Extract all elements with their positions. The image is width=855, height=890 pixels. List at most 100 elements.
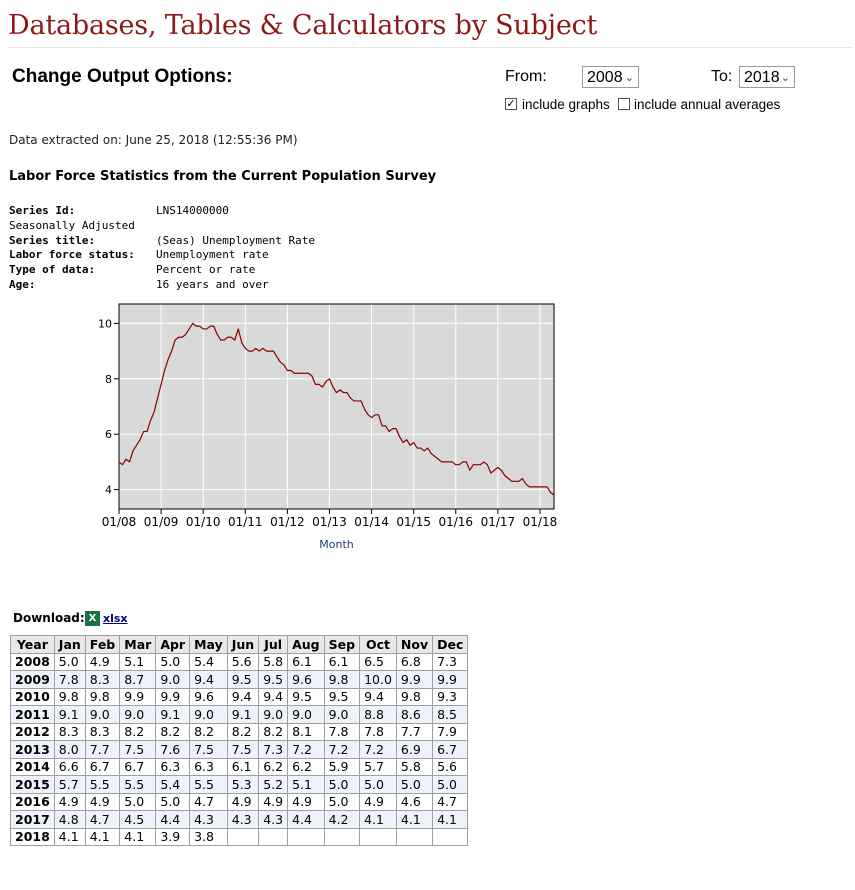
table-cell: 9.4 xyxy=(359,687,397,706)
from-year-select[interactable]: 2008 ⌄ xyxy=(582,66,639,88)
table-cell: 9.8 xyxy=(395,687,434,706)
table-cell: 5.0 xyxy=(359,775,397,794)
include-graphs-label: include graphs xyxy=(522,97,610,112)
table-cell: 8.2 xyxy=(155,722,191,741)
table-cell: 4.9 xyxy=(84,792,121,811)
table-row: 2012 8.3 8.3 8.2 8.2 8.2 8.2 8.2 8.1 7.8 7.8 7.7 7.9 xyxy=(10,722,469,741)
table-cell: 8.0 xyxy=(53,740,86,759)
table-cell: 7.2 xyxy=(287,740,325,759)
excel-icon[interactable]: X xyxy=(85,611,100,626)
year-cell: 2011 xyxy=(10,705,55,724)
table-row: 2016 4.9 4.9 5.0 5.0 4.7 4.9 4.9 4.9 5.0 4.9 4.6 4.7 xyxy=(10,792,469,811)
plot-border xyxy=(118,303,555,510)
column-header-aug: Aug xyxy=(287,635,325,654)
x-tick-label: 01/18 xyxy=(523,515,558,529)
table-cell: 5.0 xyxy=(155,652,191,671)
table-row: 2009 7.8 8.3 8.7 9.0 9.4 9.5 9.5 9.6 9.8 10.0 9.9 9.… xyxy=(10,670,469,689)
table-row: 2015 5.7 5.5 5.5 5.4 5.5 5.3 5.2 5.1 5.0 5.0 5.0 5.0 xyxy=(10,775,469,794)
table-cell: 9.4 xyxy=(226,687,260,706)
table-cell: 8.2 xyxy=(258,722,289,741)
chart-lines xyxy=(118,322,555,496)
to-year-value: 2018 xyxy=(744,69,780,86)
table-cell: 6.2 xyxy=(287,757,325,776)
include-graphs-checkbox[interactable]: ✓ xyxy=(505,97,517,110)
table-cell: 7.7 xyxy=(395,722,434,741)
chevron-down-icon: ⌄ xyxy=(624,72,634,84)
x-tick-label: 01/16 xyxy=(438,515,473,529)
table-header-row: Year Jan Feb Mar Apr May Jun Jul Aug Sep Oct Nov Dec xyxy=(10,635,469,654)
table-cell: 6.1 xyxy=(287,652,325,671)
plot-area xyxy=(119,304,554,509)
year-cell: 2015 xyxy=(10,775,55,794)
include-annual-averages-label: include annual averages xyxy=(634,97,781,112)
table-cell: 4.1 xyxy=(395,810,434,829)
table-cell: 4.1 xyxy=(359,810,397,829)
table-cell: 4.3 xyxy=(226,810,260,829)
table-cell: 8.3 xyxy=(84,670,121,689)
table-cell: 4.3 xyxy=(258,810,289,829)
column-header-sep: Sep xyxy=(323,635,361,654)
table-row: 2013 8.0 7.7 7.5 7.6 7.5 7.5 7.3 7.2 7.2 7.2 6.9 6.7 xyxy=(10,740,469,759)
table-cell: 5.1 xyxy=(119,652,157,671)
table-cell: 9.8 xyxy=(84,687,121,706)
column-header-oct: Oct xyxy=(359,635,397,654)
table-cell: 7.2 xyxy=(359,740,397,759)
xlsx-download-link[interactable]: xlsx xyxy=(103,612,128,625)
table-cell: 10.0 xyxy=(359,670,397,689)
table-cell: 5.5 xyxy=(84,775,121,794)
table-cell: 4.1 xyxy=(119,827,157,846)
table-cell: 4.4 xyxy=(287,810,325,829)
table-cell: 5.0 xyxy=(432,775,469,794)
table-cell: 6.7 xyxy=(432,740,469,759)
table-cell: 7.8 xyxy=(359,722,397,741)
table-cell: 5.0 xyxy=(323,775,361,794)
table-cell: 9.1 xyxy=(226,705,260,724)
labor-force-status-value: Unemployment rate xyxy=(156,248,269,262)
table-cell: 7.3 xyxy=(432,652,469,671)
table-cell: 6.7 xyxy=(119,757,157,776)
x-tick-label: 01/09 xyxy=(144,515,179,529)
type-of-data-value: Percent or rate xyxy=(156,263,256,277)
table-cell: 9.6 xyxy=(189,687,228,706)
column-header-feb: Feb xyxy=(84,635,121,654)
year-cell: 2008 xyxy=(10,652,55,671)
table-cell: 7.7 xyxy=(84,740,121,759)
y-tick-label: 10 xyxy=(98,317,112,330)
table-cell: 5.5 xyxy=(119,775,157,794)
table-cell: 9.0 xyxy=(119,705,157,724)
table-cell: 4.3 xyxy=(189,810,228,829)
table-cell: 5.8 xyxy=(395,757,434,776)
chart-grid xyxy=(119,304,554,509)
year-cell: 2018 xyxy=(10,827,55,846)
survey-title: Labor Force Statistics from the Current … xyxy=(9,169,437,184)
age-value: 16 years and over xyxy=(156,277,269,291)
column-header-year: Year xyxy=(10,635,55,654)
table-cell: 9.0 xyxy=(287,705,325,724)
x-tick-label: 01/14 xyxy=(354,515,389,529)
to-year-select[interactable]: 2018 ⌄ xyxy=(739,66,795,88)
x-tick-label: 01/10 xyxy=(186,515,221,529)
table-cell: 8.3 xyxy=(53,722,86,741)
chevron-down-icon: ⌄ xyxy=(780,72,790,84)
include-annual-averages-checkbox[interactable] xyxy=(618,98,630,110)
table-cell: 9.8 xyxy=(53,687,86,706)
unemployment-rate-line xyxy=(118,322,555,496)
table-cell: 5.0 xyxy=(155,792,191,811)
table-cell: 6.6 xyxy=(53,757,86,776)
table-cell: 8.1 xyxy=(287,722,325,741)
table-cell: 6.9 xyxy=(395,740,434,759)
table-cell: 9.9 xyxy=(395,670,434,689)
x-tick-label: 01/15 xyxy=(396,515,431,529)
table-cell: 4.7 xyxy=(432,792,469,811)
table-cell xyxy=(395,827,434,846)
table-cell: 9.0 xyxy=(258,705,289,724)
table-cell: 8.2 xyxy=(119,722,157,741)
table-cell: 5.5 xyxy=(189,775,228,794)
table-cell: 3.8 xyxy=(189,827,228,846)
from-label: From: xyxy=(505,68,547,85)
year-cell: 2017 xyxy=(10,810,55,829)
table-cell: 5.0 xyxy=(119,792,157,811)
table-row: 2018 4.1 4.1 4.1 3.9 3.8 xyxy=(10,827,469,846)
table-cell: 4.2 xyxy=(323,810,361,829)
table-cell: 7.5 xyxy=(189,740,228,759)
